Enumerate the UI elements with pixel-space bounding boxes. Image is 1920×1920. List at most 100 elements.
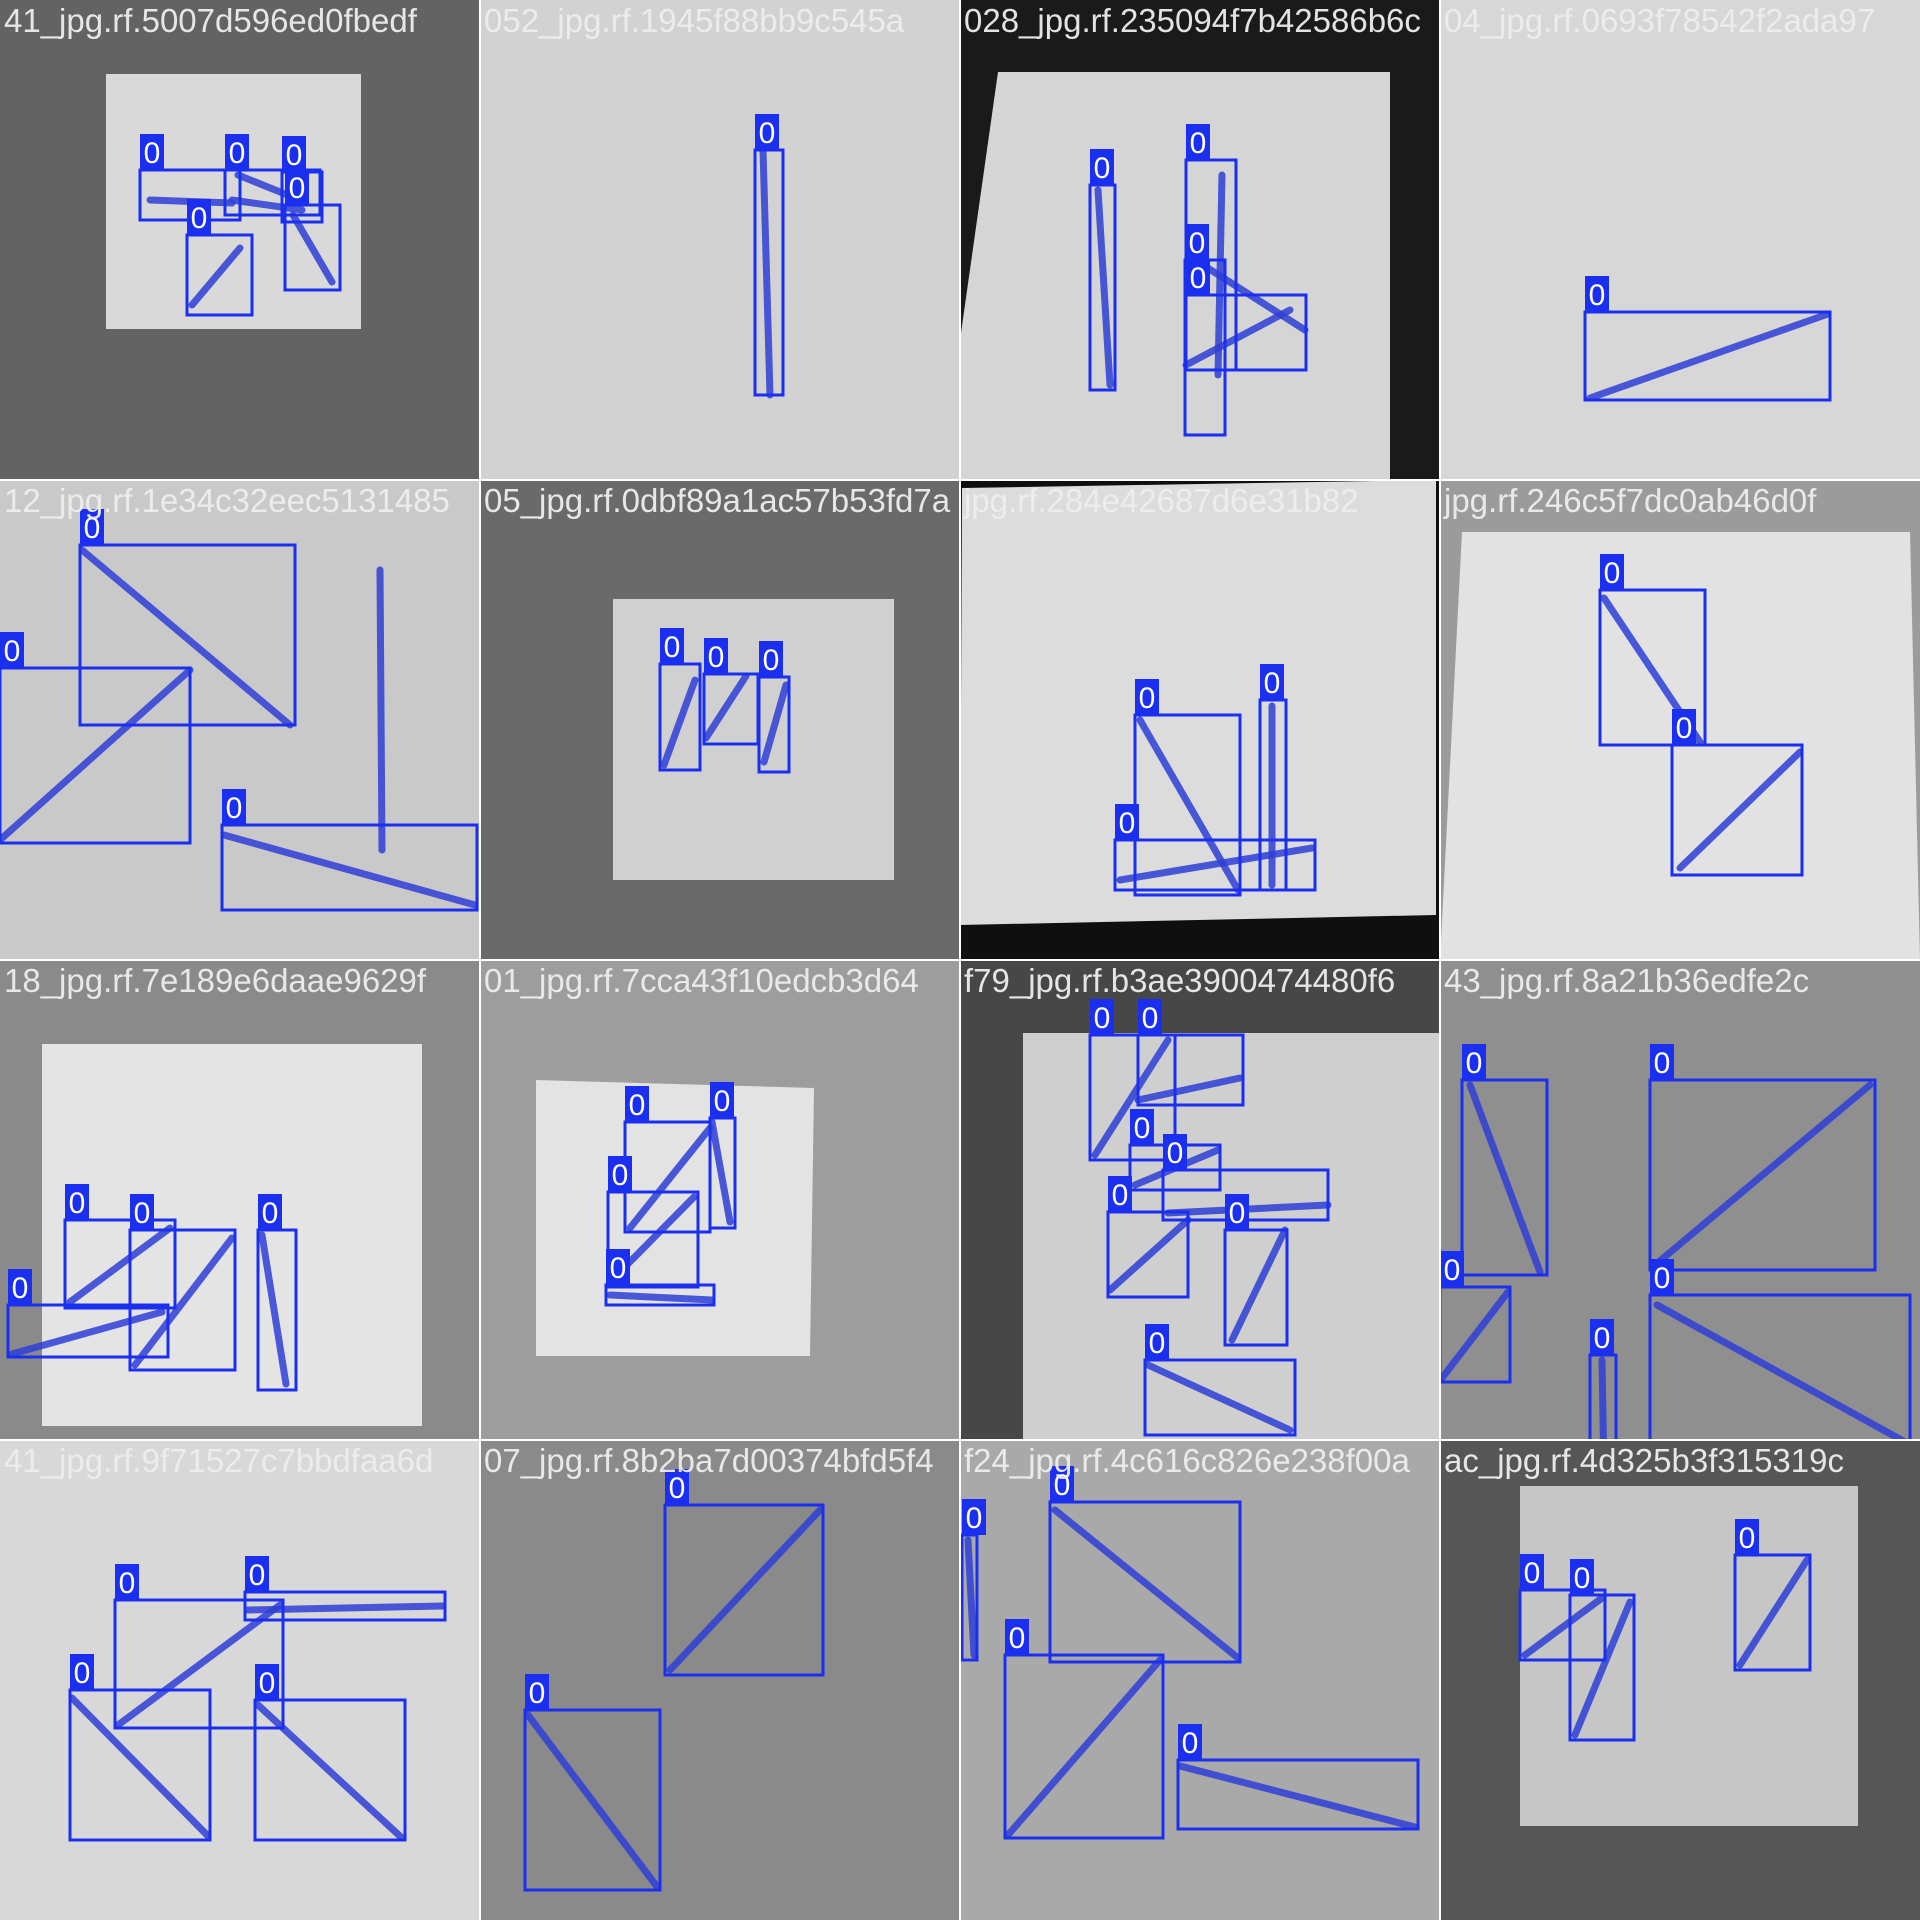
- paper-sheet: [1023, 1033, 1440, 1440]
- mosaic-tile: 000012_jpg.rf.1e34c32eec5131485: [0, 480, 480, 960]
- pen-object: [702, 672, 750, 742]
- detection-box: 0: [113, 1564, 285, 1730]
- class-label: 0: [714, 1085, 731, 1118]
- detection-box: 0: [1670, 709, 1804, 877]
- mosaic-tile: 0 0 0 jpg.rf.284e42687d6e31b82: [960, 480, 1440, 960]
- grid-divider: [1439, 0, 1441, 1920]
- class-label-tag: [8, 1269, 32, 1305]
- detection-box: 0: [1161, 1134, 1330, 1222]
- class-label-tag: [80, 509, 104, 545]
- class-label: 0: [1466, 1047, 1483, 1080]
- detection-box: 0: [0, 632, 192, 845]
- mosaic-tile: 0 0 0 05_jpg.rf.0dbf89a1ac57b53fd7a: [480, 480, 960, 960]
- pen-object: [1676, 748, 1804, 872]
- class-label: 0: [1134, 1112, 1151, 1145]
- class-label: 0: [229, 137, 246, 170]
- class-label: 0: [1654, 1262, 1671, 1295]
- class-label: 0: [286, 139, 303, 172]
- class-label: 0: [612, 1159, 629, 1192]
- class-label: 0: [119, 1567, 136, 1600]
- class-label: 0: [1182, 1727, 1199, 1760]
- pen-object: [1116, 844, 1316, 884]
- pen-object: [78, 546, 294, 729]
- class-label-tag: [625, 1086, 649, 1122]
- class-label-tag: [1590, 1319, 1614, 1355]
- pen-object: [114, 1601, 284, 1729]
- class-label: 0: [4, 635, 21, 668]
- detection-box: 0: [1184, 259, 1308, 372]
- detection-box: 0: [663, 1469, 825, 1677]
- class-label-tag: [525, 1674, 549, 1710]
- tile-image: 000: [960, 480, 1436, 925]
- detection-box: 0: [1176, 1724, 1420, 1831]
- pen-object: [1521, 1594, 1606, 1659]
- class-label: 0: [1094, 1002, 1111, 1035]
- class-label-tag: [1462, 1044, 1486, 1080]
- pen-object: [188, 244, 244, 309]
- pen-object: [1094, 186, 1114, 389]
- class-label: 0: [1676, 712, 1693, 745]
- class-label-tag: [187, 199, 211, 235]
- pen-object: [68, 1694, 212, 1840]
- pen-object: [1440, 1288, 1512, 1382]
- pen-object: [66, 1224, 174, 1306]
- class-label: 0: [1112, 1179, 1129, 1212]
- class-label-tag: [1050, 1466, 1074, 1502]
- detection-box: 0: [68, 1654, 212, 1842]
- class-label: 0: [610, 1252, 627, 1285]
- pen-object: [708, 1118, 734, 1226]
- mosaic-tile: 0 0 0 ac_jpg.rf.4d325b3f315319c: [1440, 1440, 1920, 1920]
- pen-object: [1653, 1301, 1908, 1440]
- detection-box: 0: [220, 789, 479, 912]
- class-label: 0: [1009, 1622, 1026, 1655]
- class-label: 0: [1594, 1322, 1611, 1355]
- pen-object: [1004, 1656, 1164, 1839]
- grid-divider: [0, 959, 1920, 961]
- pen-object: [1466, 1081, 1544, 1276]
- class-label: 0: [1142, 1002, 1159, 1035]
- detection-box: 0: [708, 1082, 737, 1230]
- detection-box: 0: [1583, 276, 1832, 402]
- class-label-tag: [222, 789, 246, 825]
- class-label-tag: [1260, 664, 1284, 700]
- class-label-tag: [710, 1082, 734, 1118]
- pen-object: [220, 831, 479, 909]
- pen-object: [1106, 1216, 1192, 1294]
- detection-box: 0: [1598, 554, 1707, 747]
- class-label-tag: [1145, 1324, 1169, 1360]
- class-label: 0: [226, 792, 243, 825]
- class-label: 0: [708, 641, 725, 674]
- class-label-tag: [225, 134, 249, 170]
- class-label-tag: [1225, 1194, 1249, 1230]
- detection-box: 0: [1048, 1466, 1242, 1664]
- class-label-tag: [140, 134, 164, 170]
- class-label: 0: [191, 202, 208, 235]
- class-label: 0: [289, 172, 306, 205]
- detection-box: 0: [1648, 1044, 1877, 1272]
- detection-box: 0: [523, 1674, 662, 1892]
- tile-image: 00: [523, 1469, 825, 1892]
- class-label: 0: [1589, 279, 1606, 312]
- detection-box: 0: [658, 628, 702, 772]
- pen-object: [0, 666, 194, 844]
- mosaic-tile: 0 0 0 0 028_jpg.rf.235094f7b42586b6c: [960, 0, 1440, 480]
- class-label-tag: [1163, 1134, 1187, 1170]
- detection-box: 0: [138, 134, 242, 222]
- detection-box: 0: [78, 509, 297, 727]
- class-label: 0: [84, 512, 101, 545]
- class-label: 0: [1524, 1557, 1541, 1590]
- detection-box: 0: [63, 1184, 177, 1310]
- mosaic-tile: 0 0 0 0 f24_jpg.rf.4c616c826e238f00a: [960, 1440, 1440, 1920]
- class-label: 0: [1444, 1254, 1461, 1287]
- detection-box: 0: [283, 169, 342, 292]
- class-label-tag: [1520, 1554, 1544, 1590]
- class-label-tag: [65, 1184, 89, 1220]
- class-label-tag: [759, 641, 783, 677]
- detection-box: 0: [1258, 664, 1288, 892]
- class-label-tag: [1440, 1251, 1464, 1287]
- pen-object: [131, 1234, 236, 1369]
- class-label: 0: [262, 1197, 279, 1230]
- detection-box: 0: [243, 1556, 447, 1622]
